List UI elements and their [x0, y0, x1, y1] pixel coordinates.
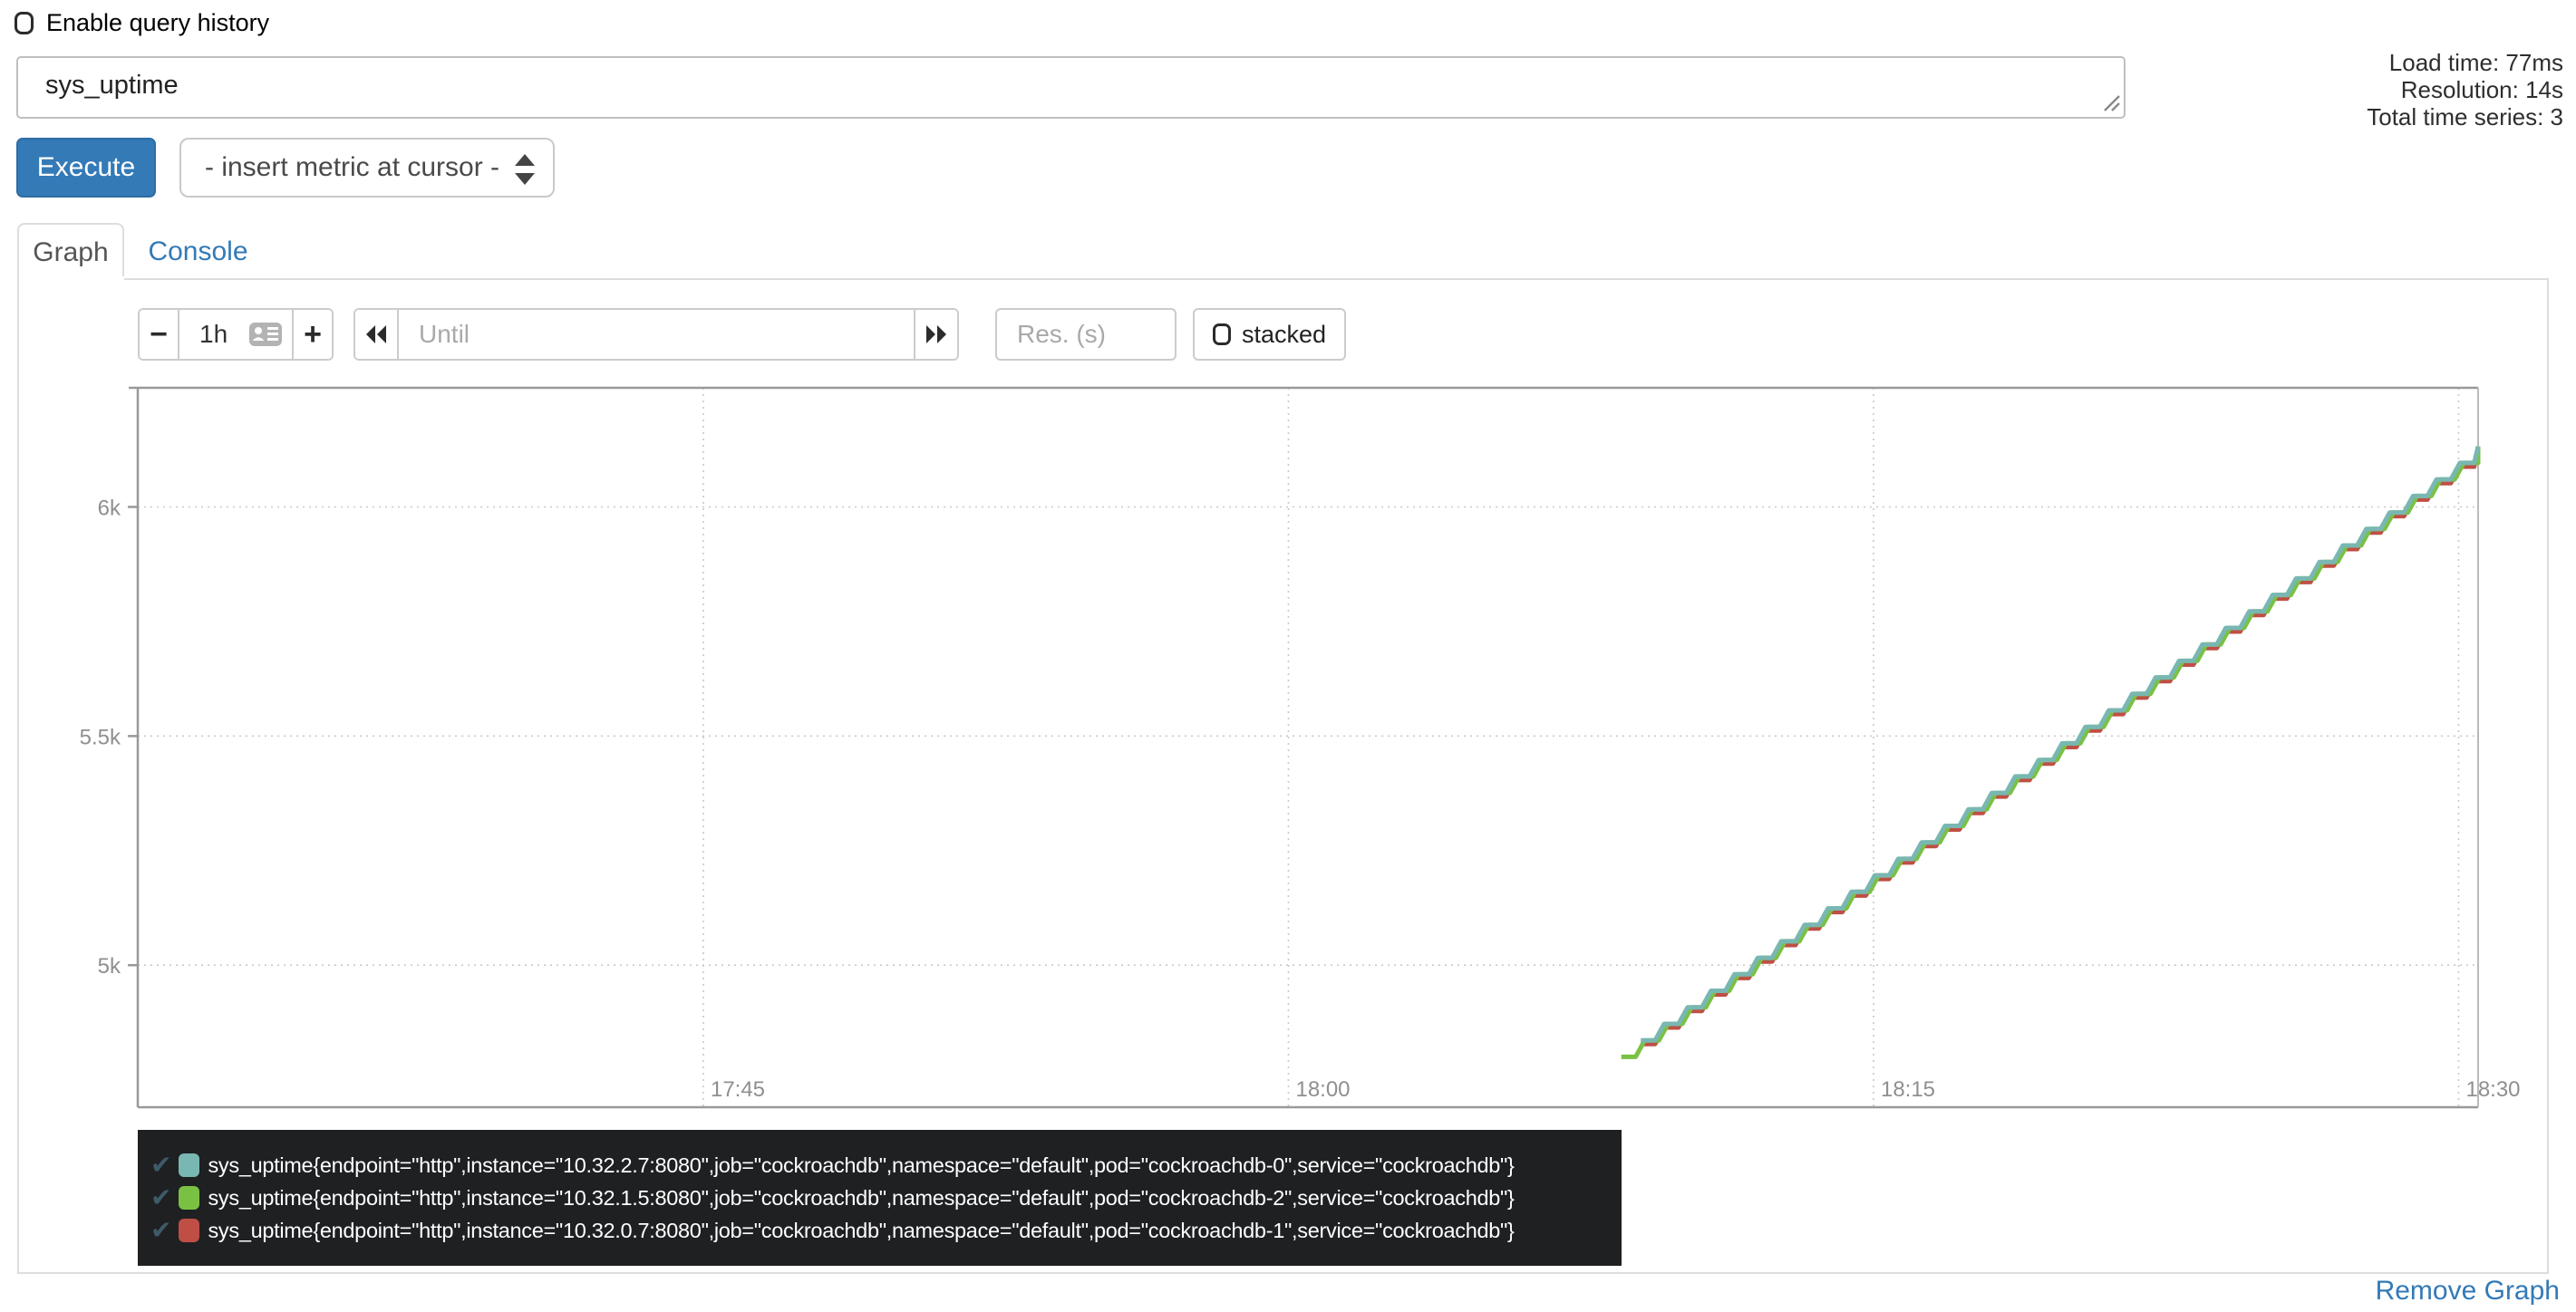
svg-text:5k: 5k	[98, 954, 121, 979]
tab-bar: Graph Console	[17, 223, 272, 280]
rewind-icon	[366, 325, 386, 343]
stacked-toggle[interactable]: stacked	[1193, 308, 1347, 361]
tab-console[interactable]: Console	[148, 236, 248, 266]
query-history-row: Enable query history	[15, 9, 269, 37]
series-color-swatch	[179, 1153, 200, 1177]
forward-button[interactable]	[914, 310, 957, 359]
resolution-input[interactable]	[995, 308, 1177, 361]
graph-controls: − +	[138, 308, 1347, 361]
query-input-wrap	[16, 56, 2126, 119]
legend-item[interactable]: ✔ sys_uptime{endpoint="http",instance="1…	[150, 1150, 1622, 1181]
query-expression-input[interactable]	[16, 56, 2126, 119]
autofill-contact-icon[interactable]	[248, 322, 283, 347]
series-enabled-check-icon[interactable]: ✔	[150, 1151, 172, 1179]
total-time-series: Total time series: 3	[2367, 103, 2563, 130]
range-increase-button[interactable]: +	[292, 310, 332, 359]
legend-item[interactable]: ✔ sys_uptime{endpoint="http",instance="1…	[150, 1215, 1622, 1246]
svg-text:5.5k: 5.5k	[80, 725, 121, 749]
tab-graph[interactable]: Graph	[17, 223, 124, 280]
series-label: sys_uptime{endpoint="http",instance="10.…	[208, 1185, 1515, 1210]
series-label: sys_uptime{endpoint="http",instance="10.…	[208, 1218, 1515, 1242]
load-time: Load time: 77ms	[2388, 49, 2563, 76]
svg-text:18:00: 18:00	[1295, 1077, 1350, 1102]
svg-text:18:15: 18:15	[1881, 1077, 1935, 1102]
time-button-group	[353, 308, 959, 361]
legend-item[interactable]: ✔ sys_uptime{endpoint="http",instance="1…	[150, 1182, 1622, 1213]
query-stats: Load time: 77ms Resolution: 14s Total ti…	[2367, 49, 2563, 130]
svg-text:18:30: 18:30	[2465, 1077, 2520, 1102]
stacked-checkbox[interactable]	[1213, 323, 1231, 345]
remove-graph-link[interactable]: Remove Graph	[2375, 1276, 2560, 1306]
range-decrease-button[interactable]: −	[140, 310, 179, 359]
until-input[interactable]	[399, 310, 914, 359]
active-tab-patch	[19, 276, 124, 282]
execute-button[interactable]: Execute	[16, 138, 156, 198]
rewind-button[interactable]	[355, 310, 399, 359]
chart-legend: ✔ sys_uptime{endpoint="http",instance="1…	[138, 1130, 1622, 1266]
svg-text:6k: 6k	[98, 496, 121, 520]
series-label: sys_uptime{endpoint="http",instance="10.…	[208, 1153, 1515, 1177]
uptime-chart: 17:45 18:00 18:15 18:30 5k 5.5k 6k	[54, 377, 2574, 1129]
range-input-wrap	[179, 310, 292, 359]
resolution: Resolution: 14s	[2400, 76, 2563, 103]
forward-icon	[926, 325, 946, 343]
series-color-swatch	[179, 1186, 200, 1210]
stacked-label: stacked	[1242, 320, 1327, 348]
select-arrows-icon	[515, 154, 535, 185]
series-enabled-check-icon[interactable]: ✔	[150, 1183, 172, 1211]
metric-select[interactable]: - insert metric at cursor -	[179, 138, 555, 198]
range-button-group: − +	[138, 308, 334, 361]
uptime-chart-svg: 17:45 18:00 18:15 18:30 5k 5.5k 6k	[80, 386, 2521, 1109]
execute-row: Execute - insert metric at cursor -	[16, 138, 555, 198]
query-history-checkbox[interactable]	[15, 12, 34, 34]
svg-text:17:45: 17:45	[711, 1077, 765, 1102]
metric-select-value: - insert metric at cursor -	[205, 152, 500, 182]
query-history-label: Enable query history	[46, 9, 270, 36]
series-color-swatch	[179, 1219, 200, 1242]
series-enabled-check-icon[interactable]: ✔	[150, 1216, 172, 1244]
